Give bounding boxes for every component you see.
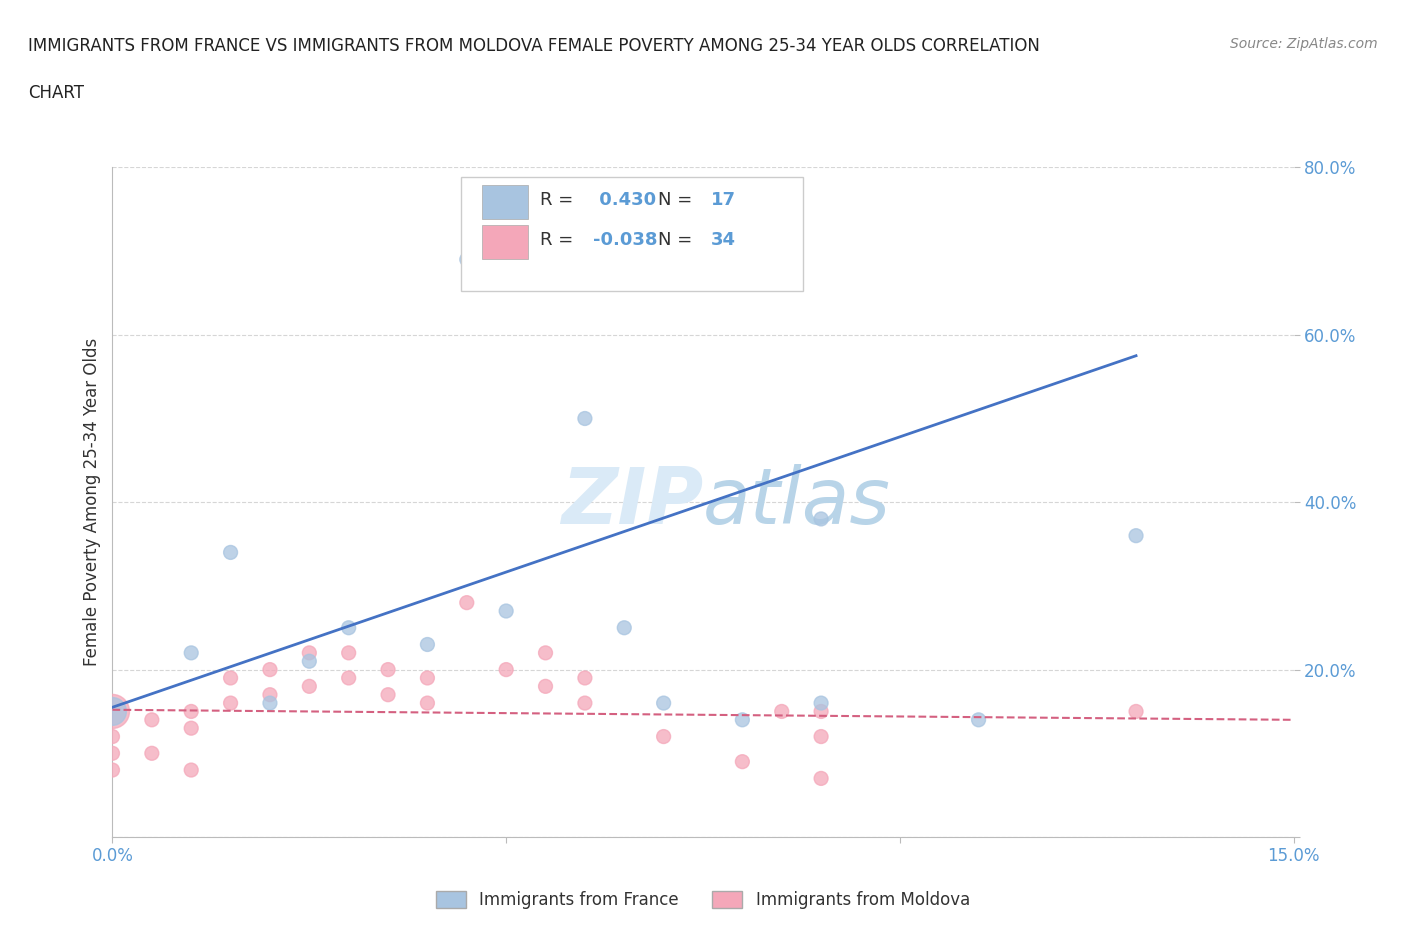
Point: [298, 679, 321, 694]
Text: 0.430: 0.430: [593, 191, 657, 208]
Text: N =: N =: [658, 231, 699, 248]
Point: [337, 671, 360, 685]
Point: [770, 704, 793, 719]
Point: [574, 696, 596, 711]
Point: [337, 620, 360, 635]
Point: [810, 771, 832, 786]
Y-axis label: Female Poverty Among 25-34 Year Olds: Female Poverty Among 25-34 Year Olds: [83, 339, 101, 666]
Point: [219, 696, 242, 711]
Point: [1125, 704, 1147, 719]
Text: -0.038: -0.038: [593, 231, 658, 248]
Text: CHART: CHART: [28, 84, 84, 101]
Text: atlas: atlas: [703, 464, 891, 540]
Point: [180, 645, 202, 660]
Point: [967, 712, 990, 727]
Point: [574, 671, 596, 685]
Point: [810, 696, 832, 711]
Point: [534, 645, 557, 660]
Text: 17: 17: [711, 191, 737, 208]
Point: [495, 604, 517, 618]
Point: [652, 729, 675, 744]
Point: [141, 746, 163, 761]
Point: [456, 252, 478, 267]
Point: [810, 729, 832, 744]
Point: [416, 671, 439, 685]
Point: [810, 704, 832, 719]
Point: [298, 645, 321, 660]
Point: [101, 763, 124, 777]
Point: [1125, 528, 1147, 543]
Point: [534, 679, 557, 694]
Point: [298, 654, 321, 669]
Point: [731, 712, 754, 727]
Text: R =: R =: [540, 191, 579, 208]
Text: IMMIGRANTS FROM FRANCE VS IMMIGRANTS FROM MOLDOVA FEMALE POVERTY AMONG 25-34 YEA: IMMIGRANTS FROM FRANCE VS IMMIGRANTS FRO…: [28, 37, 1040, 55]
Point: [495, 662, 517, 677]
Point: [574, 411, 596, 426]
Point: [141, 712, 163, 727]
Point: [613, 620, 636, 635]
Legend: Immigrants from France, Immigrants from Moldova: Immigrants from France, Immigrants from …: [429, 884, 977, 916]
Text: ZIP: ZIP: [561, 464, 703, 540]
Point: [731, 754, 754, 769]
Text: Source: ZipAtlas.com: Source: ZipAtlas.com: [1230, 37, 1378, 51]
Point: [180, 721, 202, 736]
FancyBboxPatch shape: [482, 185, 529, 219]
Point: [259, 687, 281, 702]
FancyBboxPatch shape: [461, 178, 803, 291]
Point: [259, 662, 281, 677]
Point: [219, 671, 242, 685]
Point: [101, 729, 124, 744]
Point: [810, 512, 832, 526]
Point: [377, 662, 399, 677]
Point: [377, 687, 399, 702]
Point: [652, 696, 675, 711]
Point: [259, 696, 281, 711]
Point: [456, 595, 478, 610]
Point: [416, 696, 439, 711]
Text: N =: N =: [658, 191, 699, 208]
Point: [219, 545, 242, 560]
Point: [180, 704, 202, 719]
FancyBboxPatch shape: [482, 225, 529, 259]
Point: [101, 746, 124, 761]
Point: [337, 645, 360, 660]
Point: [101, 704, 124, 719]
Point: [180, 763, 202, 777]
Point: [101, 704, 124, 719]
Text: 34: 34: [711, 231, 737, 248]
Point: [416, 637, 439, 652]
Text: R =: R =: [540, 231, 579, 248]
